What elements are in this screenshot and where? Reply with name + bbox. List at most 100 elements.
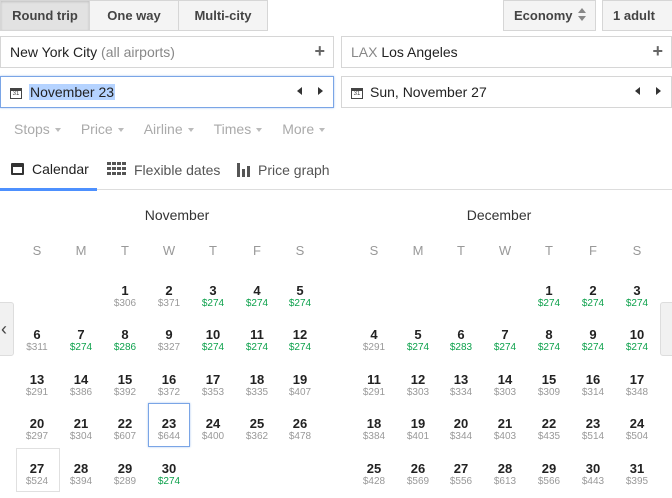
calendar-day[interactable]: 22 $607 [105, 416, 145, 443]
calendar-day[interactable]: 12 $303 [398, 372, 438, 399]
calendar-day[interactable]: 30 $443 [573, 461, 613, 488]
trip-type-one-way[interactable]: One way [90, 0, 179, 31]
filter-airline[interactable]: Airline [144, 121, 194, 137]
day-number: 8 [545, 327, 553, 342]
add-origin-icon[interactable]: + [314, 41, 325, 61]
calendar-day[interactable]: 10 $274 [617, 327, 657, 354]
calendar-day[interactable]: 22 $435 [529, 416, 569, 443]
calendar-day[interactable]: 1 $274 [529, 283, 569, 310]
calendar-day[interactable]: 24 $504 [617, 416, 657, 443]
calendar-day[interactable]: 29 $566 [529, 461, 569, 488]
depart-date-field[interactable]: 31 November 23 [0, 76, 334, 108]
day-number: 16 [161, 372, 177, 387]
calendar-day[interactable]: 9 $327 [149, 327, 189, 354]
calendar-day[interactable]: 2 $274 [573, 283, 613, 310]
calendar-day[interactable]: 29 $289 [105, 461, 145, 488]
filter-price[interactable]: Price [81, 121, 124, 137]
filter-stops[interactable]: Stops [14, 121, 61, 137]
calendar-day[interactable]: 15 $309 [529, 372, 569, 399]
day-number: 22 [117, 416, 133, 431]
day-number: 11 [250, 327, 264, 342]
day-number: 6 [33, 327, 41, 342]
calendar-day[interactable]: 4 $274 [237, 283, 277, 310]
calendar-day[interactable]: 28 $613 [485, 461, 525, 488]
next-date-icon[interactable] [656, 87, 661, 95]
trip-type-round-trip[interactable]: Round trip [0, 0, 90, 31]
return-date-field[interactable]: 31 Sun, November 27 [341, 76, 672, 108]
calendar-day[interactable]: 5 $274 [280, 283, 320, 310]
weekday-header: T [209, 243, 217, 258]
calendar-day[interactable]: 13 $334 [441, 372, 481, 399]
calendar-day[interactable]: 13 $291 [17, 372, 57, 399]
calendar-day[interactable]: 19 $407 [280, 372, 320, 399]
next-month-button[interactable] [660, 302, 672, 356]
calendar-day[interactable]: 23 $644 [149, 416, 189, 443]
calendar-day[interactable]: 5 $274 [398, 327, 438, 354]
day-price: $327 [157, 342, 181, 353]
dropdown-icon [319, 128, 326, 132]
filter-times[interactable]: Times [214, 121, 263, 137]
add-destination-icon[interactable]: + [652, 41, 663, 61]
calendar-day[interactable]: 17 $348 [617, 372, 657, 399]
calendar-day[interactable]: 10 $274 [193, 327, 233, 354]
calendar-day[interactable]: 19 $401 [398, 416, 438, 443]
calendar-day[interactable]: 7 $274 [485, 327, 525, 354]
day-number: 25 [249, 416, 265, 431]
origin-field[interactable]: New York City (all airports) + [0, 36, 334, 68]
prev-date-icon[interactable] [297, 87, 302, 95]
calendar-day[interactable]: 3 $274 [617, 283, 657, 310]
calendar-day[interactable]: 23 $514 [573, 416, 613, 443]
tab-calendar[interactable]: Calendar [0, 150, 97, 191]
calendar-day[interactable]: 8 $286 [105, 327, 145, 354]
calendar-day[interactable]: 6 $311 [17, 327, 57, 354]
filter-more[interactable]: More [282, 121, 326, 137]
calendar-day[interactable]: 16 $372 [149, 372, 189, 399]
calendar-day[interactable]: 14 $303 [485, 372, 525, 399]
destination-field[interactable]: LAX Los Angeles + [341, 36, 672, 68]
calendar-day[interactable]: 8 $274 [529, 327, 569, 354]
calendar-day[interactable]: 12 $274 [280, 327, 320, 354]
day-price: $504 [625, 431, 649, 442]
calendar-day[interactable]: 11 $291 [354, 372, 394, 399]
prev-date-icon[interactable] [635, 87, 640, 95]
day-price: $297 [25, 431, 49, 442]
calendar-day[interactable]: 1 $306 [105, 283, 145, 310]
calendar-day[interactable]: 25 $362 [237, 416, 277, 443]
passengers-select[interactable]: 1 adult [602, 0, 672, 31]
calendar-day[interactable]: 14 $386 [61, 372, 101, 399]
calendar-day[interactable]: 3 $274 [193, 283, 233, 310]
day-number: 10 [205, 327, 221, 342]
calendar-day[interactable]: 21 $403 [485, 416, 525, 443]
day-price: $371 [157, 298, 181, 309]
trip-type-multi-city[interactable]: Multi-city [179, 0, 268, 31]
calendar-day[interactable]: 18 $335 [237, 372, 277, 399]
day-number: 30 [585, 461, 601, 476]
calendar-day[interactable]: 6 $283 [441, 327, 481, 354]
calendar-day[interactable]: 20 $344 [441, 416, 481, 443]
calendar-day[interactable]: 20 $297 [17, 416, 57, 443]
calendar-day[interactable]: 16 $314 [573, 372, 613, 399]
tab-price-graph[interactable]: Price graph [237, 150, 330, 190]
calendar-day[interactable]: 27 $524 [17, 461, 57, 488]
calendar-day[interactable]: 26 $569 [398, 461, 438, 488]
calendar-day[interactable]: 30 $274 [149, 461, 189, 488]
calendar-day[interactable]: 24 $400 [193, 416, 233, 443]
prev-month-button[interactable]: ‹ [0, 302, 14, 356]
calendar-day[interactable]: 28 $394 [61, 461, 101, 488]
tab-flexible-dates[interactable]: Flexible dates [107, 150, 220, 190]
calendar-day[interactable]: 21 $304 [61, 416, 101, 443]
calendar-day[interactable]: 11 $274 [237, 327, 277, 354]
calendar-day[interactable]: 15 $392 [105, 372, 145, 399]
calendar-day[interactable]: 27 $556 [441, 461, 481, 488]
calendar-day[interactable]: 31 $395 [617, 461, 657, 488]
calendar-day[interactable]: 7 $274 [61, 327, 101, 354]
calendar-day[interactable]: 9 $274 [573, 327, 613, 354]
calendar-day[interactable]: 25 $428 [354, 461, 394, 488]
next-date-icon[interactable] [318, 87, 323, 95]
calendar-day[interactable]: 17 $353 [193, 372, 233, 399]
calendar-day[interactable]: 2 $371 [149, 283, 189, 310]
calendar-day[interactable]: 4 $291 [354, 327, 394, 354]
cabin-class-select[interactable]: Economy [503, 0, 596, 31]
calendar-day[interactable]: 18 $384 [354, 416, 394, 443]
calendar-day[interactable]: 26 $478 [280, 416, 320, 443]
